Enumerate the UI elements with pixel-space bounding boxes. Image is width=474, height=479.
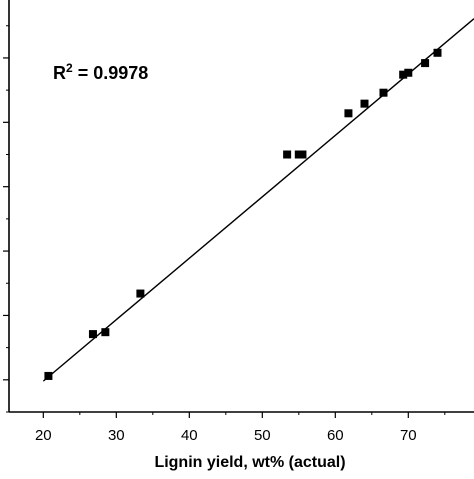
axis-labels: 20 30 40 50 60 70 Lignin yield, wt% (actual) xyxy=(35,427,417,471)
x-tick-label: 40 xyxy=(181,427,198,444)
x-tick-label: 70 xyxy=(400,427,417,444)
axes xyxy=(3,0,474,418)
data-point xyxy=(136,289,145,298)
x-tick-label: 20 xyxy=(35,427,52,444)
data-point xyxy=(344,109,353,118)
data-point xyxy=(379,88,388,97)
x-tick-label: 50 xyxy=(254,427,271,444)
data-point xyxy=(421,59,430,68)
fit-line-group xyxy=(42,18,474,382)
fit-line xyxy=(42,18,474,382)
data-point xyxy=(88,330,97,339)
data-points xyxy=(44,48,442,380)
x-tick-label: 30 xyxy=(108,427,125,444)
data-point xyxy=(298,150,307,159)
r-squared-annotation: R2 = 0.9978 xyxy=(53,61,148,83)
data-point xyxy=(399,70,408,79)
data-point xyxy=(360,99,369,108)
x-tick-label: 60 xyxy=(327,427,344,444)
data-point xyxy=(101,328,110,337)
data-point xyxy=(404,68,413,77)
x-axis-title: Lignin yield, wt% (actual) xyxy=(154,454,345,471)
data-point xyxy=(433,48,442,57)
data-point xyxy=(44,371,53,380)
data-point xyxy=(283,150,292,159)
